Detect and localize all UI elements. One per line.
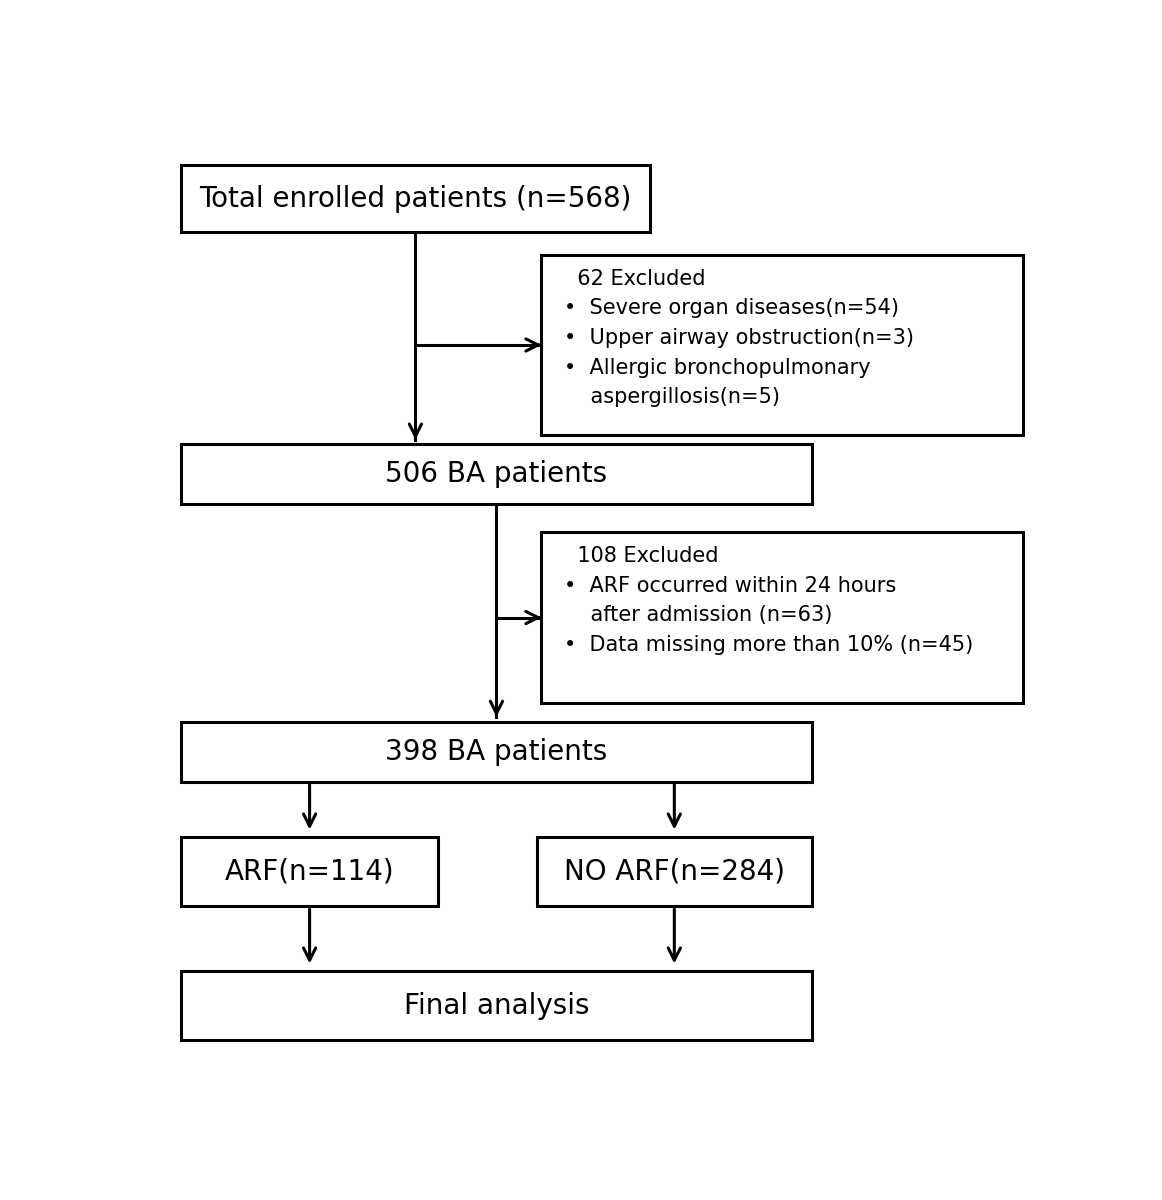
Text: NO ARF(n=284): NO ARF(n=284): [564, 858, 784, 886]
FancyBboxPatch shape: [541, 254, 1024, 436]
FancyBboxPatch shape: [541, 532, 1024, 703]
Text: 62 Excluded
•  Severe organ diseases(n=54)
•  Upper airway obstruction(n=3)
•  A: 62 Excluded • Severe organ diseases(n=54…: [564, 269, 914, 407]
FancyBboxPatch shape: [181, 971, 811, 1040]
Text: 398 BA patients: 398 BA patients: [386, 738, 608, 766]
Text: Final analysis: Final analysis: [403, 991, 589, 1020]
Text: 506 BA patients: 506 BA patients: [386, 461, 608, 488]
Text: ARF(n=114): ARF(n=114): [224, 858, 394, 886]
FancyBboxPatch shape: [181, 444, 811, 504]
Text: Total enrolled patients (n=568): Total enrolled patients (n=568): [199, 185, 632, 212]
Text: 108 Excluded
•  ARF occurred within 24 hours
    after admission (n=63)
•  Data : 108 Excluded • ARF occurred within 24 ho…: [564, 546, 974, 655]
FancyBboxPatch shape: [181, 166, 650, 232]
FancyBboxPatch shape: [537, 838, 811, 906]
FancyBboxPatch shape: [181, 838, 438, 906]
FancyBboxPatch shape: [181, 721, 811, 781]
